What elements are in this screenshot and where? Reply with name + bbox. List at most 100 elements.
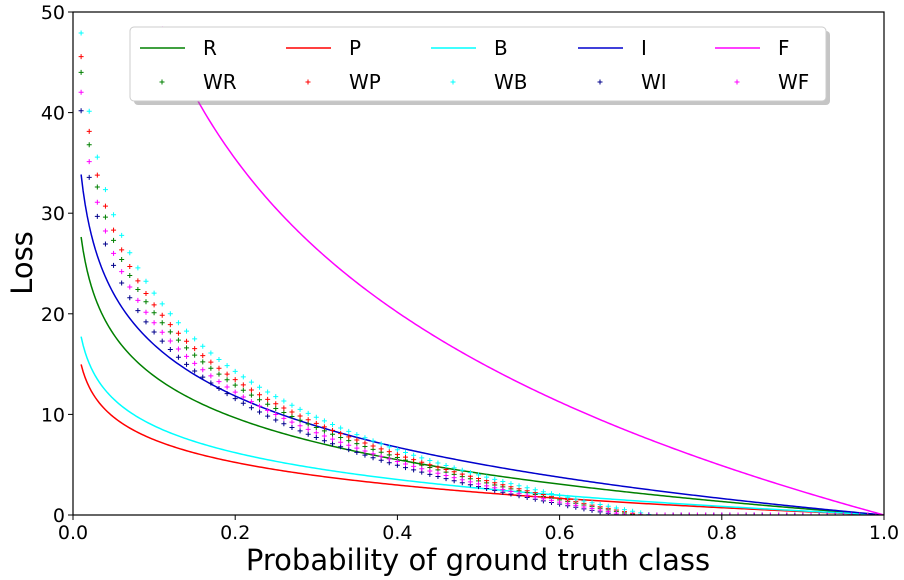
data-point bbox=[265, 389, 271, 395]
data-point bbox=[857, 512, 863, 515]
legend-item-wi: WI bbox=[597, 70, 667, 94]
data-point bbox=[589, 506, 595, 512]
data-point bbox=[175, 337, 181, 343]
data-point bbox=[654, 512, 660, 515]
data-point bbox=[216, 379, 222, 385]
data-point bbox=[800, 512, 806, 515]
data-point bbox=[224, 384, 230, 390]
data-point bbox=[678, 512, 684, 515]
data-point bbox=[403, 461, 409, 467]
y-tick-label: 30 bbox=[41, 203, 65, 225]
data-point bbox=[613, 505, 619, 511]
legend-swatch bbox=[450, 79, 456, 85]
data-point bbox=[370, 438, 376, 444]
data-point bbox=[670, 512, 676, 515]
legend-label: I bbox=[641, 36, 647, 60]
data-point bbox=[111, 237, 117, 243]
data-point bbox=[119, 269, 125, 275]
data-point bbox=[443, 463, 449, 468]
data-point bbox=[313, 430, 319, 436]
data-point bbox=[459, 477, 465, 483]
data-point bbox=[248, 399, 254, 405]
legend-label: WR bbox=[203, 70, 237, 94]
data-point bbox=[273, 417, 279, 423]
data-point bbox=[403, 454, 409, 460]
data-point bbox=[167, 322, 173, 328]
data-point bbox=[167, 311, 173, 317]
data-point bbox=[289, 419, 295, 425]
series-wi bbox=[78, 108, 879, 515]
data-point bbox=[500, 479, 506, 484]
data-point bbox=[265, 396, 271, 402]
data-point bbox=[167, 329, 173, 335]
data-point bbox=[159, 338, 165, 344]
data-point bbox=[167, 347, 173, 353]
data-point bbox=[532, 494, 538, 500]
data-point bbox=[313, 435, 319, 441]
data-point bbox=[467, 470, 473, 476]
series-p bbox=[80, 364, 884, 515]
data-point bbox=[646, 512, 652, 515]
data-point bbox=[330, 436, 336, 442]
data-point bbox=[184, 353, 190, 359]
data-point bbox=[313, 420, 319, 426]
data-point bbox=[767, 512, 773, 515]
data-point bbox=[200, 359, 206, 365]
data-point bbox=[362, 448, 368, 454]
data-point bbox=[427, 457, 433, 463]
data-point bbox=[257, 403, 263, 409]
data-point bbox=[694, 512, 700, 515]
data-point bbox=[378, 453, 384, 459]
legend-swatch bbox=[734, 79, 740, 85]
legend-item-wb: WB bbox=[450, 70, 528, 94]
data-point bbox=[232, 389, 238, 395]
legend-item-f: F bbox=[715, 36, 790, 60]
data-point bbox=[159, 329, 165, 335]
data-point bbox=[151, 320, 157, 326]
data-point bbox=[200, 367, 206, 373]
data-point bbox=[135, 265, 141, 271]
data-point bbox=[321, 433, 327, 439]
data-point bbox=[135, 286, 141, 292]
data-point bbox=[338, 439, 344, 445]
data-point bbox=[175, 346, 181, 352]
data-point bbox=[102, 228, 108, 234]
data-point bbox=[484, 474, 490, 480]
legend-label: R bbox=[203, 36, 217, 60]
data-point bbox=[492, 476, 498, 482]
data-point bbox=[346, 434, 352, 440]
x-tick-label: 0.0 bbox=[58, 522, 88, 544]
data-point bbox=[565, 494, 571, 500]
data-point bbox=[354, 432, 360, 438]
data-point bbox=[248, 405, 254, 411]
data-point bbox=[86, 159, 92, 165]
data-point bbox=[305, 417, 311, 423]
data-point bbox=[102, 241, 108, 247]
data-point bbox=[784, 512, 790, 515]
data-point bbox=[411, 452, 417, 458]
data-point bbox=[240, 400, 246, 406]
data-point bbox=[508, 481, 514, 487]
data-point bbox=[232, 368, 238, 374]
data-point bbox=[200, 343, 206, 349]
legend-item-i: I bbox=[578, 36, 647, 60]
data-point bbox=[443, 473, 449, 478]
data-point bbox=[524, 485, 530, 491]
data-point bbox=[573, 502, 579, 508]
data-point bbox=[184, 345, 190, 351]
data-point bbox=[321, 438, 327, 444]
data-point bbox=[224, 377, 230, 383]
data-point bbox=[581, 504, 587, 510]
data-point bbox=[281, 415, 287, 421]
data-point bbox=[86, 128, 92, 134]
data-point bbox=[78, 89, 84, 95]
x-tick-label: 0.6 bbox=[544, 522, 574, 544]
data-point bbox=[208, 359, 214, 365]
data-point bbox=[265, 413, 271, 419]
data-point bbox=[257, 392, 263, 398]
data-point bbox=[175, 330, 181, 336]
data-point bbox=[597, 507, 603, 513]
legend-label: WI bbox=[641, 70, 667, 94]
data-point bbox=[476, 481, 481, 487]
